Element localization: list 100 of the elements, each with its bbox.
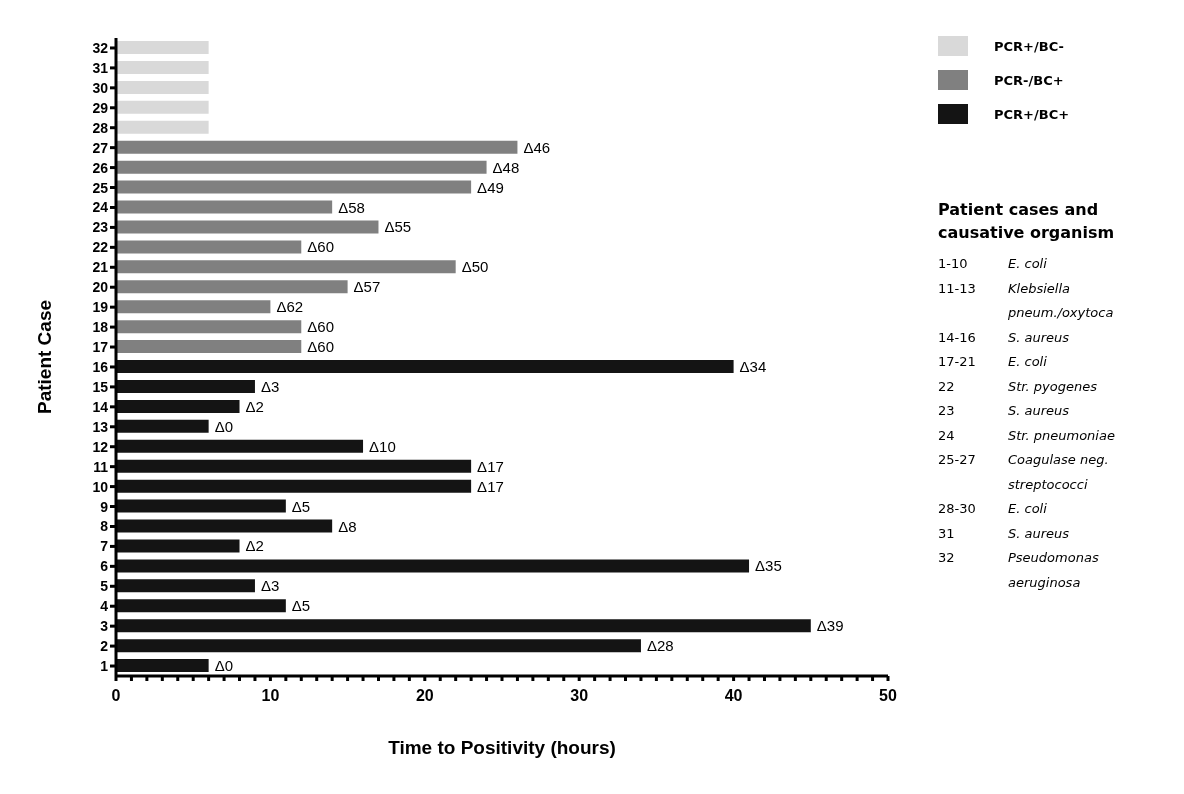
data-label: Δ28 [646,637,674,655]
y-tick-label: 9 [100,498,109,515]
data-label: Δ5 [291,597,311,615]
data-label: Δ46 [523,138,551,156]
data-label: Δ0 [214,417,234,435]
text: 23 S. aureus [938,403,1070,418]
y-tick-label: 8 [100,518,109,535]
y-tick-label: 18 [92,319,109,336]
text: 1-10 E. coli [938,256,1047,271]
bar [116,499,286,513]
bar [116,180,472,194]
legend-label: PCR+/BC+ [994,106,1070,122]
text: 11-13 Klebsiella pneum./oxytoca [938,280,1114,320]
y-tick-label: 27 [92,139,109,156]
bar [116,399,240,413]
y-tick-label: 13 [92,418,109,435]
x-tick-label: 30 [570,687,589,704]
data-label: Δ62 [276,298,304,316]
y-tick-label: 10 [92,478,109,495]
data-label: Δ2 [245,537,264,555]
text: 25-27 Coagulase neg. streptococci [938,452,1109,492]
bar [116,519,333,533]
y-axis-title: Patient Case [33,299,55,415]
text: 28-30 E. coli [938,501,1047,516]
data-label: Δ60 [307,238,334,256]
y-tick-label: 32 [92,39,109,56]
text: 31 S. aureus [938,525,1070,541]
data-label: Δ60 [307,318,334,336]
bar [116,200,333,214]
data-label: Δ50 [461,258,489,276]
bar [116,220,379,234]
data-label: Δ39 [816,617,844,635]
text: 24 Str. pneumoniae [938,427,1115,443]
y-tick-label: 28 [92,119,109,136]
bar [116,539,240,553]
y-tick-label: 6 [100,558,109,575]
y-tick-label: 29 [92,99,109,116]
y-tick-label: 26 [92,159,109,176]
bar [116,80,209,94]
y-tick-label: 25 [92,179,109,196]
bar [116,60,209,74]
y-tick-label: 2 [100,638,109,655]
y-tick-label: 21 [92,259,109,276]
bar [116,240,302,254]
x-tick-label: 20 [415,687,434,704]
bar [116,120,209,134]
data-label: Δ55 [384,218,412,236]
x-tick-label: 40 [724,687,743,704]
x-tick-label: 50 [879,687,897,704]
y-tick-label: 3 [100,618,109,635]
bar [116,439,364,453]
data-label: Δ49 [477,178,504,196]
data-label: Δ3 [260,577,280,595]
bar [116,599,286,613]
bar [116,479,472,493]
data-label: Δ10 [369,437,396,455]
text: 17-21 E. coli [938,354,1047,369]
y-tick-label: 20 [92,279,109,296]
y-tick-label: 30 [92,79,109,96]
y-tick-label: 22 [92,239,109,256]
data-label: Δ60 [307,338,334,356]
bar [116,340,302,354]
bar [116,379,255,393]
bar [116,300,271,314]
bar [116,260,456,274]
data-label: Δ8 [338,517,357,535]
y-tick-label: 4 [100,598,109,615]
y-tick-label: 19 [92,299,109,316]
bar [116,459,472,473]
bar [116,659,209,673]
bar [116,419,209,433]
bar [116,100,209,114]
y-tick-label: 14 [92,398,109,415]
bar [116,579,255,593]
y-tick-label: 24 [92,199,109,216]
x-tick-label: 10 [261,687,280,704]
bar [116,280,348,294]
bar [116,140,518,154]
legend-label: PCR-/BC+ [994,72,1064,88]
bar [116,41,209,54]
y-tick-label: 15 [92,378,109,395]
text: 22 Str. pyogenes [938,378,1097,394]
y-tick-label: 17 [92,339,109,355]
x-tick-label: 0 [111,687,121,704]
data-label: Δ48 [492,158,520,176]
y-tick-label: 7 [100,538,109,555]
bar [116,619,811,633]
data-label: Δ35 [755,557,782,575]
bar [116,559,750,573]
bar [116,639,641,653]
y-tick-label: 1 [100,658,109,674]
legend-label: PCR+/BC- [994,38,1064,54]
data-label: Δ2 [245,397,264,415]
data-label: Δ5 [291,497,311,515]
bar [116,320,302,334]
text: 14-16 S. aureus [938,329,1070,345]
data-label: Δ17 [477,477,504,495]
y-tick-label: 11 [93,458,109,475]
x-axis-title: Time to Positivity (hours) [388,737,616,758]
y-tick-label: 12 [92,438,109,455]
